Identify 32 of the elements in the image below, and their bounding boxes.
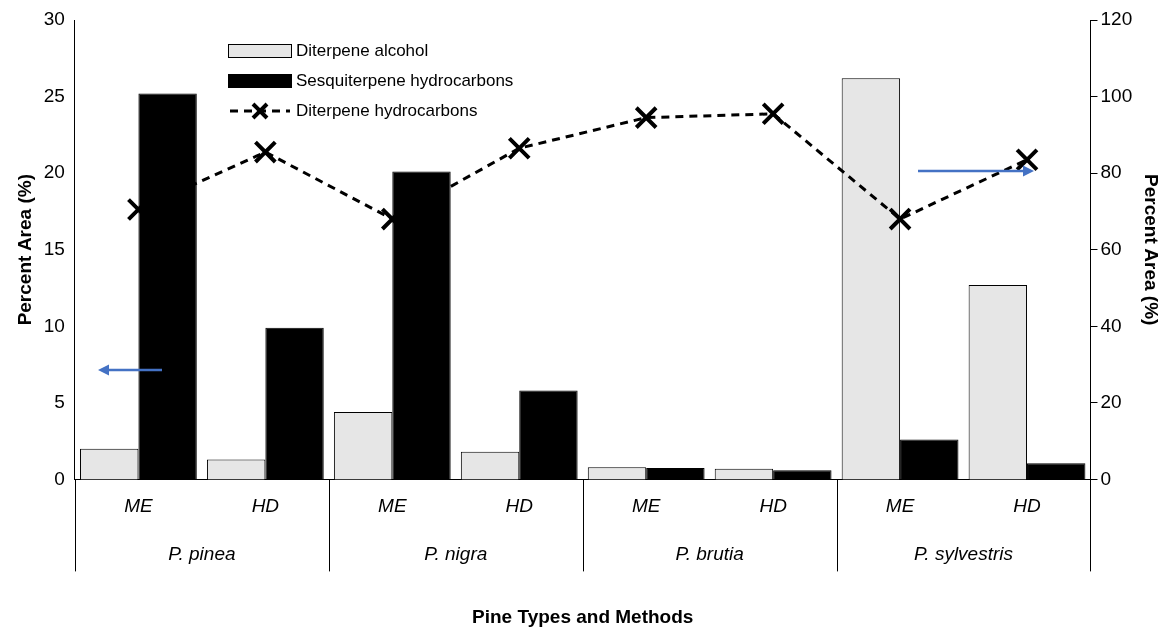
y-tick-label: 15 [43,237,65,259]
x-tick-label: HD [1013,495,1042,517]
x-tick-label: ME [631,495,661,517]
y2-tick-label: 20 [1100,391,1122,413]
x-tick-label: ME [378,495,407,517]
y-tick-label: 5 [54,391,65,413]
x-tick-label: HD [505,495,534,517]
legend-label: Diterpene alcohol [296,41,429,61]
y2-tick-label: 60 [1100,237,1122,259]
x-tick-label: ME [885,495,915,517]
y2-tick-label: 40 [1100,314,1122,336]
y-tick-label: 10 [43,314,65,336]
y2-tick-label: 80 [1100,161,1122,183]
x-axis-title: Pine Types and Methods [472,605,694,627]
text: P. brutia [675,542,744,564]
x-tick-label: HD [759,495,788,517]
text: P. nigra [424,542,488,564]
y-tick-label: 30 [43,8,65,30]
x-tick-label: HD [251,495,280,517]
y2-tick-label: 0 [1100,467,1112,489]
text: P. pinea [168,542,236,564]
legend-label: Sesquiterpene hydrocarbons [296,71,514,91]
text: P. sylvestris [914,542,1014,564]
y2-tick-label: 120 [1100,8,1133,30]
y-tick-label: 25 [43,84,65,106]
y-tick-label: 0 [54,467,65,489]
y2-axis-title: Percent Area (%) [1141,174,1163,326]
y2-tick-label: 100 [1100,84,1133,106]
y-tick-label: 20 [43,161,65,183]
y-axis-title: Percent Area (%) [13,174,35,326]
legend-label: Diterpene hydrocarbons [296,101,478,121]
x-tick-label: ME [124,495,153,517]
